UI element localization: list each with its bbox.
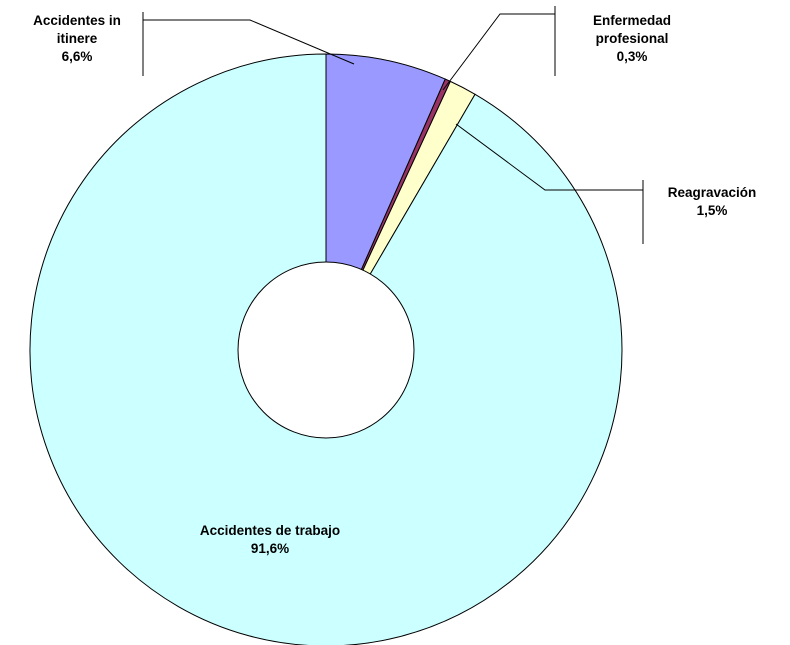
leader-lines-group <box>142 6 644 244</box>
slice-accidentes-de-trabajo <box>29 53 623 645</box>
leader-line-enfermedad-profesional <box>442 13 555 91</box>
slice-label-enfermedad-profesional: Enfermedad profesional 0,3% <box>593 13 671 64</box>
slice-labels-group: Accidentes in itinere 6,6% Enfermedad profes… <box>33 13 756 556</box>
slice-value-label: 0,3% <box>617 49 648 64</box>
slice-name-label: itinere <box>57 31 98 46</box>
slice-name-label: Enfermedad <box>593 13 671 28</box>
slice-value-label: 6,6% <box>62 49 93 64</box>
slice-name-label: profesional <box>596 31 669 46</box>
slice-name-label: Accidentes de trabajo <box>200 523 340 538</box>
leader-line-reagravacion <box>455 123 643 191</box>
slice-name-label: Accidentes in <box>33 13 121 28</box>
leader-line-accidentes-in-itinere <box>143 19 355 65</box>
slice-name-label: Reagravación <box>668 185 757 200</box>
donut-hole <box>237 261 415 439</box>
slice-label-reagravacion: Reagravación 1,5% <box>668 185 757 218</box>
slice-value-label: 1,5% <box>697 203 728 218</box>
slice-label-accidentes-in-itinere: Accidentes in itinere 6,6% <box>33 13 121 64</box>
slice-value-label: 91,6% <box>251 541 289 556</box>
slice-label-accidentes-de-trabajo: Accidentes de trabajo 91,6% <box>200 523 340 556</box>
